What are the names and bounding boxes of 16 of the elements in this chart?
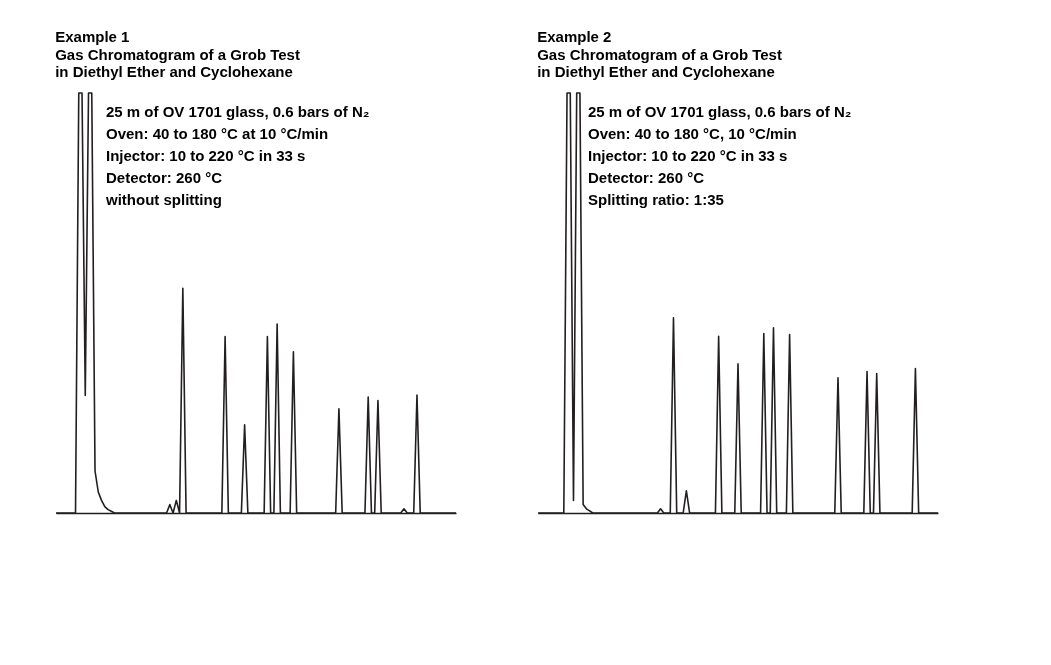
text: Gas Chromatogram of a Grob Test: [55, 46, 300, 64]
annotation: Oven: 40 to 180 °C at 10 °C/min: [106, 125, 329, 142]
annotation: Splitting ratio: 1:35: [588, 191, 724, 208]
annotation: 25 m of OV 1701 glass, 0.6 bars of N₂: [106, 103, 370, 120]
chart-title: Example 1: [55, 28, 130, 46]
annotation: 25 m of OV 1701 glass, 0.6 bars of N₂: [588, 103, 852, 120]
text: in Diethyl Ether and Cyclohexane: [537, 63, 775, 81]
annotation: Detector: 260 °C: [106, 169, 223, 186]
text: Gas Chromatogram of a Grob Test: [537, 46, 782, 64]
annotation: Injector: 10 to 220 °C in 33 s: [588, 147, 788, 164]
text: in Diethyl Ether and Cyclohexane: [55, 63, 293, 81]
chart-title: Example 2: [537, 28, 612, 46]
annotation: Oven: 40 to 180 °C, 10 °C/min: [588, 125, 797, 142]
annotation: Injector: 10 to 220 °C in 33 s: [106, 147, 306, 164]
annotation: without splitting: [105, 191, 222, 208]
annotation: Detector: 260 °C: [588, 169, 705, 186]
